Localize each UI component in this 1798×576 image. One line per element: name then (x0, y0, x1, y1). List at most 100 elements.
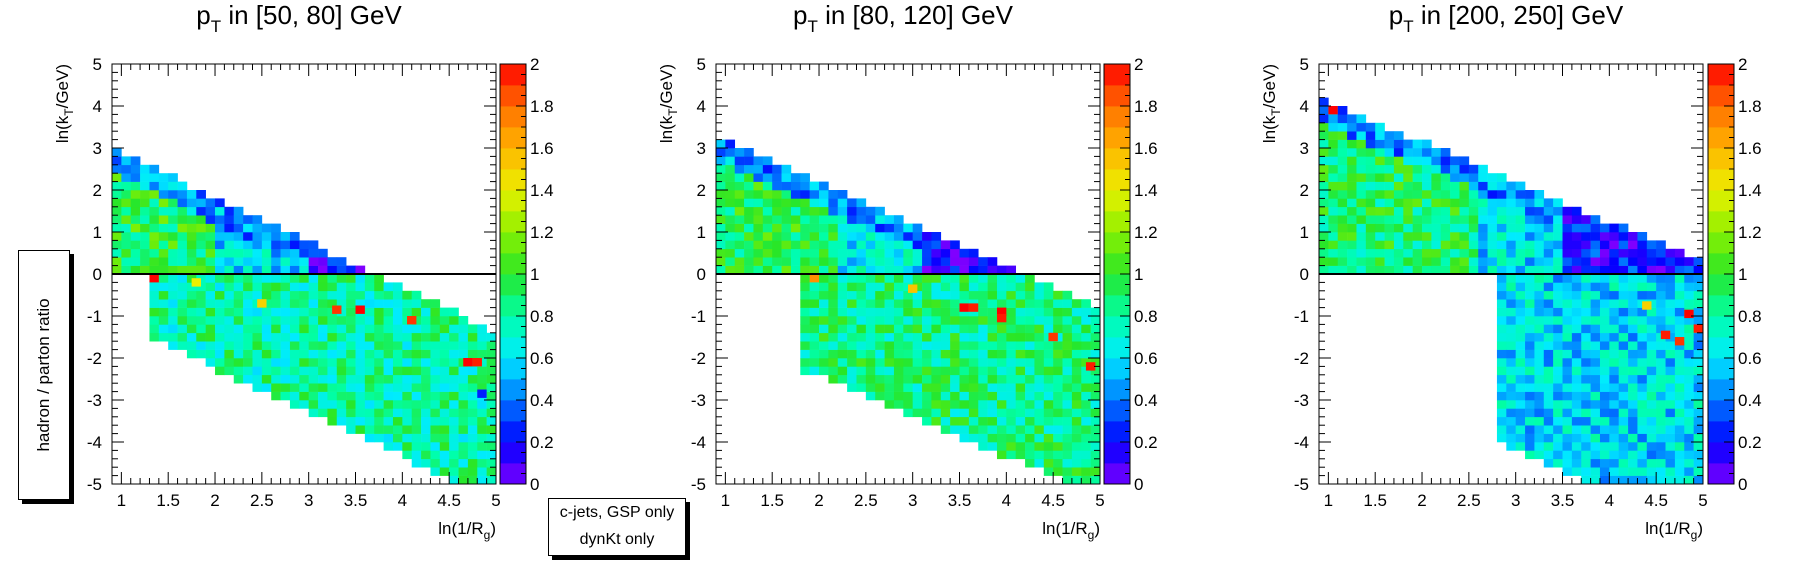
heatmap-cell (875, 215, 885, 224)
heatmap-cell (1015, 450, 1026, 460)
heatmap-cell (790, 240, 801, 250)
heatmap-cell (1478, 215, 1488, 224)
heatmap-cell-hot (809, 274, 820, 283)
heatmap-cell (1525, 290, 1535, 300)
heatmap-cell (224, 358, 235, 367)
heatmap-cell (327, 349, 338, 359)
heatmap-cell (1043, 299, 1054, 308)
heatmap-cell (1459, 206, 1470, 216)
heatmap-cell (318, 349, 328, 359)
heatmap-cell (725, 248, 736, 258)
heatmap-cell (355, 374, 366, 384)
heatmap-cell (1496, 282, 1507, 292)
heatmap-cell (847, 257, 857, 266)
heatmap-cell (1487, 240, 1498, 250)
heatmap-cell (1656, 425, 1666, 434)
heatmap-cell (968, 341, 979, 350)
heatmap-cell (1628, 324, 1638, 334)
heatmap-cell (1496, 198, 1507, 208)
heatmap-cell (884, 274, 895, 283)
heatmap-cell (978, 358, 988, 367)
heatmap-cell (364, 383, 375, 392)
heatmap-cell (224, 349, 235, 359)
heatmap-cell (922, 366, 932, 376)
heatmap-cell (289, 358, 300, 367)
heatmap-cell (1090, 358, 1101, 367)
heatmap-cell (467, 442, 478, 451)
heatmap-cell (177, 190, 188, 199)
heatmap-cell (1440, 240, 1451, 250)
heatmap-cell (1646, 383, 1657, 392)
heatmap-cell (940, 240, 951, 250)
heatmap-cell (1478, 232, 1488, 241)
heatmap-cell (233, 282, 244, 292)
heatmap-cell (1053, 366, 1063, 376)
heatmap-cell (1337, 173, 1348, 182)
heatmap-cell (950, 332, 960, 342)
heatmap-cell (716, 181, 726, 191)
heatmap-cell (158, 173, 169, 182)
z-tick-label: 1.4 (1738, 181, 1762, 200)
heatmap-cell (1081, 408, 1091, 418)
heatmap-cell (1656, 442, 1666, 451)
y-tick-label: 3 (1300, 139, 1309, 158)
heatmap-cell (261, 332, 272, 342)
heatmap-cell (1468, 198, 1479, 208)
heatmap-cell (940, 358, 951, 367)
heatmap-cell (411, 316, 422, 325)
y-tick-label: -3 (87, 391, 102, 410)
heatmap-cell (449, 341, 459, 350)
heatmap-cell (243, 240, 253, 250)
heatmap-cell (121, 173, 132, 182)
heatmap-cell (1571, 366, 1582, 376)
heatmap-cell (458, 324, 469, 334)
heatmap-cell (1599, 408, 1610, 418)
heatmap-cell-hot (257, 299, 267, 308)
heatmap-cell (336, 307, 347, 317)
heatmap-cell (439, 467, 450, 476)
heatmap-cell (893, 332, 904, 342)
heatmap-cell (1384, 265, 1395, 275)
heatmap-cell (1487, 232, 1498, 241)
heatmap-cell (959, 374, 970, 384)
heatmap-cell (299, 358, 309, 367)
heatmap-cell (177, 290, 188, 300)
heatmap-cell (744, 181, 754, 191)
heatmap-cell (177, 223, 188, 233)
heatmap-cell (1347, 215, 1357, 224)
heatmap-cell (233, 299, 244, 308)
heatmap-cell (215, 257, 225, 266)
heatmap-cell (299, 391, 309, 401)
heatmap-cell (467, 450, 478, 460)
heatmap-cell (1618, 358, 1629, 367)
heatmap-cell (1506, 206, 1516, 216)
y-tick-label: -4 (691, 433, 706, 452)
heatmap-cell (1450, 232, 1460, 241)
heatmap-cell (421, 341, 431, 350)
heatmap-cell (959, 274, 970, 283)
heatmap-cell (1581, 391, 1591, 401)
heatmap-cell (336, 341, 347, 350)
heatmap-cell (959, 425, 970, 434)
heatmap-cell (893, 391, 904, 401)
heatmap-cell (439, 366, 450, 376)
heatmap-cell (950, 248, 960, 258)
heatmap-cell (1025, 332, 1035, 342)
heatmap-cell (1431, 232, 1442, 241)
heatmap-cell (1543, 442, 1554, 451)
heatmap-cell (149, 332, 160, 342)
heatmap-cell (280, 290, 291, 300)
heatmap-cell (383, 400, 394, 409)
heatmap-cell (224, 240, 235, 250)
heatmap-cell (196, 324, 206, 334)
heatmap-cell (1015, 290, 1026, 300)
heatmap-cell (1637, 248, 1648, 258)
heatmap-cell (1062, 332, 1073, 342)
heatmap-cell (1319, 106, 1329, 115)
color-bar-segment (500, 379, 526, 401)
heatmap-cell (1375, 257, 1385, 266)
heatmap-cell (402, 341, 413, 350)
heatmap-cell (149, 164, 160, 174)
heatmap-cell (1571, 282, 1582, 292)
heatmap-cell (336, 324, 347, 334)
